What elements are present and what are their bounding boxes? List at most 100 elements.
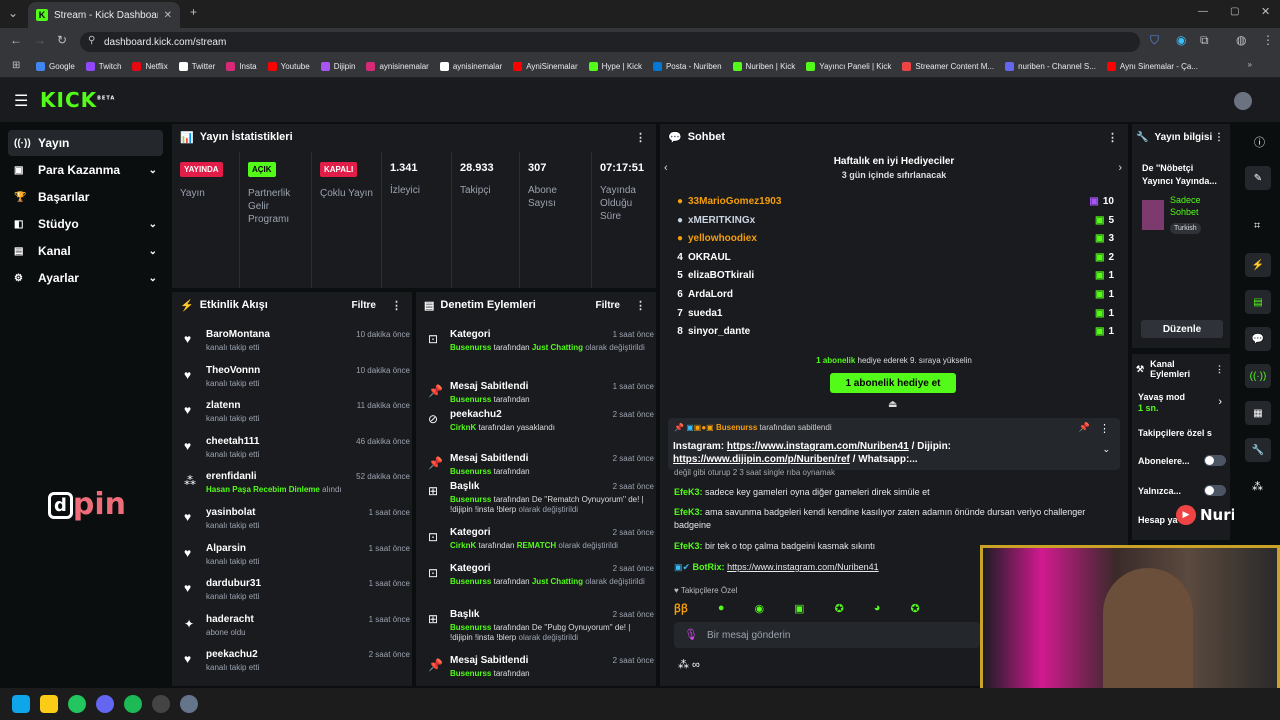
more-bookmarks-icon[interactable]: » bbox=[1247, 60, 1252, 69]
tab-list-icon[interactable]: ⌄ bbox=[8, 6, 19, 20]
leaderboard-name[interactable]: 33MarioGomez1903 bbox=[688, 196, 782, 207]
lb-next-icon[interactable]: › bbox=[1118, 162, 1122, 174]
chevron-down-icon[interactable]: ⌄ bbox=[148, 245, 157, 257]
collapse-icon[interactable]: ⏏ bbox=[888, 399, 898, 410]
bookmark-item[interactable]: Aynı Sinemalar - Ça... bbox=[1106, 62, 1198, 71]
leaderboard-row[interactable]: ● yellowhoodiex ▣ 3 bbox=[674, 233, 1116, 251]
leaderboard-row[interactable]: 7 sueda1 ▣ 1 bbox=[674, 308, 1116, 326]
pencil-icon[interactable]: ✎ bbox=[1245, 166, 1271, 190]
chevron-down-icon[interactable]: ⌄ bbox=[148, 164, 157, 176]
moderator-name[interactable]: Busenurss bbox=[450, 395, 492, 404]
moderator-name[interactable]: CirknK bbox=[450, 423, 477, 432]
minimize-icon[interactable]: — bbox=[1198, 6, 1208, 17]
settings-icon[interactable] bbox=[180, 695, 198, 713]
edit-stream-button[interactable]: Düzenle bbox=[1141, 320, 1223, 338]
slow-mode-label[interactable]: Yavaş mod 1 sn. bbox=[1138, 392, 1186, 413]
bookmark-item[interactable]: Insta bbox=[226, 62, 257, 71]
moderator-name[interactable]: CirknK bbox=[450, 541, 477, 550]
activity-username[interactable]: erenfidanli bbox=[206, 471, 257, 483]
activity-username[interactable]: cheetah111 bbox=[206, 435, 260, 447]
activity-row[interactable]: ♥ peekachu2 kanalı takip etti 2 saat önce bbox=[180, 646, 410, 682]
windows-start-icon[interactable] bbox=[12, 695, 30, 713]
activity-username[interactable]: haderacht bbox=[206, 613, 254, 625]
leaderboard-name[interactable]: yellowhoodiex bbox=[688, 233, 757, 245]
site-info-icon[interactable]: ⚲ bbox=[88, 35, 96, 46]
activity-row[interactable]: ♥ zlatenn kanalı takip etti 11 dakika önce bbox=[180, 397, 410, 433]
activity-row[interactable]: ✦ haderacht abone oldu 1 saat önce bbox=[180, 611, 410, 647]
activity-row[interactable]: ♥ dardubur31 kanalı takip etti 1 saat önce bbox=[180, 575, 410, 611]
forward-icon[interactable]: → bbox=[34, 33, 46, 47]
bookmark-item[interactable]: Netflix bbox=[132, 62, 168, 71]
back-icon[interactable]: ← bbox=[10, 33, 22, 47]
bookmark-item[interactable]: Yayıncı Paneli | Kick bbox=[806, 62, 891, 71]
channel-actions-menu-icon[interactable]: ⋮ bbox=[1215, 364, 1224, 374]
moderation-row[interactable]: 📌 Mesaj Sabitlendi Busenurss tarafından 1 … bbox=[424, 378, 654, 418]
activity-row[interactable]: ⁂ erenfidanli Hasan Paşa Recebim Dinleme a… bbox=[180, 468, 410, 504]
chevron-down-icon[interactable]: ⌄ bbox=[148, 218, 157, 230]
bookmark-item[interactable]: aynisinemalar bbox=[366, 62, 429, 71]
leaderboard-row[interactable]: ● xMERITKINGx ▣ 5 bbox=[674, 215, 1116, 233]
reload-icon[interactable]: ↻ bbox=[57, 33, 68, 47]
discord-icon[interactable] bbox=[96, 695, 114, 713]
bookmark-item[interactable]: nuriben - Channel S... bbox=[1005, 62, 1096, 71]
moderator-name[interactable]: Busenurss bbox=[450, 577, 492, 586]
moderator-name[interactable]: Busenurss bbox=[450, 467, 492, 476]
pin-icon[interactable]: 📌 bbox=[1078, 422, 1090, 432]
bookmark-item[interactable]: Google bbox=[36, 62, 75, 71]
activity-filter-button[interactable]: Filtre bbox=[351, 299, 376, 311]
leaderboard-row[interactable]: ● 33MarioGomez1903 ▣ 10 bbox=[674, 196, 1116, 214]
activity-username[interactable]: Alparsin bbox=[206, 542, 247, 554]
leaderboard-row[interactable]: 5 elizaBOTkirali ▣ 1 bbox=[674, 270, 1116, 288]
followers-only-option[interactable]: Takipçilere özel s bbox=[1138, 428, 1212, 438]
chat-username[interactable]: EfeK3: bbox=[674, 507, 703, 517]
rail-bolt-icon[interactable]: ⚡ bbox=[1245, 253, 1271, 277]
activity-username[interactable]: dardubur31 bbox=[206, 578, 262, 590]
moderation-row[interactable]: ⊡ Kategori Busenurss tarafından Just Chatt… bbox=[424, 326, 654, 366]
activity-row[interactable]: ♥ yasinbolat kanalı takip etti 1 saat önce bbox=[180, 504, 410, 540]
only-option[interactable]: Yalnızca... bbox=[1138, 486, 1182, 496]
sidebar-item-1[interactable]: ▣ Para Kazanma ⌄ bbox=[8, 157, 163, 183]
tab-close-icon[interactable]: ✕ bbox=[163, 9, 172, 21]
moderation-row[interactable]: ⊞ Başlık Busenurss tarafından De ''Rematch… bbox=[424, 478, 654, 518]
emote-bb-icon[interactable]: ꞵꞵ bbox=[674, 602, 688, 615]
info-icon[interactable]: ⓘ bbox=[1254, 137, 1265, 149]
moderation-filter-button[interactable]: Filtre bbox=[595, 299, 620, 311]
activity-username[interactable]: peekachu2 bbox=[206, 649, 258, 661]
chat-username[interactable]: EfeK3: bbox=[674, 487, 703, 497]
subs-only-option[interactable]: Abonelere... bbox=[1138, 456, 1190, 466]
chat-message[interactable]: EfeK3: sadece key gameleri oyna diğer ga… bbox=[674, 486, 1098, 499]
activity-row[interactable]: ♥ Alparsin kanalı takip etti 1 saat önce bbox=[180, 540, 410, 576]
rail-chat-icon[interactable]: 💬 bbox=[1245, 327, 1271, 351]
leaderboard-name[interactable]: sueda1 bbox=[688, 307, 723, 319]
maximize-icon[interactable]: ▢ bbox=[1230, 6, 1240, 17]
gift-sub-button[interactable]: 1 abonelik hediye et bbox=[830, 373, 956, 393]
apps-grid-icon[interactable]: ⊞ bbox=[12, 60, 21, 71]
leaderboard-name[interactable]: elizaBOTkirali bbox=[688, 270, 755, 282]
activity-row[interactable]: ♥ BaroMontana kanalı takip etti 10 dakika ö… bbox=[180, 326, 410, 362]
url-field[interactable]: ⚲ dashboard.kick.com/stream bbox=[80, 32, 1140, 52]
file-explorer-icon[interactable] bbox=[40, 695, 58, 713]
extension-icon[interactable]: ◉ bbox=[1176, 33, 1187, 47]
spotify-icon[interactable] bbox=[124, 695, 142, 713]
chevron-down-icon[interactable]: ⌄ bbox=[148, 272, 157, 284]
rail-doc-icon[interactable]: ▤ bbox=[1245, 290, 1271, 314]
sidebar-item-5[interactable]: ⚙ Ayarlar ⌄ bbox=[8, 265, 163, 291]
mic-icon[interactable]: 🎙 bbox=[684, 629, 698, 641]
close-window-icon[interactable]: ✕ bbox=[1261, 6, 1271, 18]
hamburger-menu-icon[interactable]: ☰ bbox=[14, 93, 29, 110]
moderation-row[interactable]: ⊡ Kategori CirknK tarafından REMATCH olara… bbox=[424, 524, 654, 564]
activity-username[interactable]: zlatenn bbox=[206, 400, 241, 412]
extension-shield-icon[interactable]: ⛉ bbox=[1150, 33, 1160, 47]
subs-only-toggle[interactable] bbox=[1204, 455, 1226, 466]
moderation-row[interactable]: 📌 Mesaj Sabitlendi Busenurss tarafından 2 … bbox=[424, 652, 654, 692]
bookmark-item[interactable]: Hype | Kick bbox=[588, 62, 642, 71]
moderation-row[interactable]: ⊞ Başlık Busenurss tarafından De ''Pubg Oy… bbox=[424, 606, 654, 646]
menu-icon[interactable]: ⋮ bbox=[1262, 33, 1274, 47]
new-tab-icon[interactable]: + bbox=[190, 5, 198, 19]
moderator-name[interactable]: Busenurss bbox=[450, 669, 492, 678]
rail-tools-icon[interactable]: 🔧 bbox=[1245, 438, 1271, 462]
emote-6-icon[interactable]: ✪ bbox=[910, 602, 920, 615]
rail-broadcast-icon[interactable]: ((·)) bbox=[1245, 364, 1271, 388]
emote-1-icon[interactable]: ● bbox=[717, 602, 725, 614]
rail-more-icon[interactable]: ⁂ bbox=[1252, 481, 1263, 493]
